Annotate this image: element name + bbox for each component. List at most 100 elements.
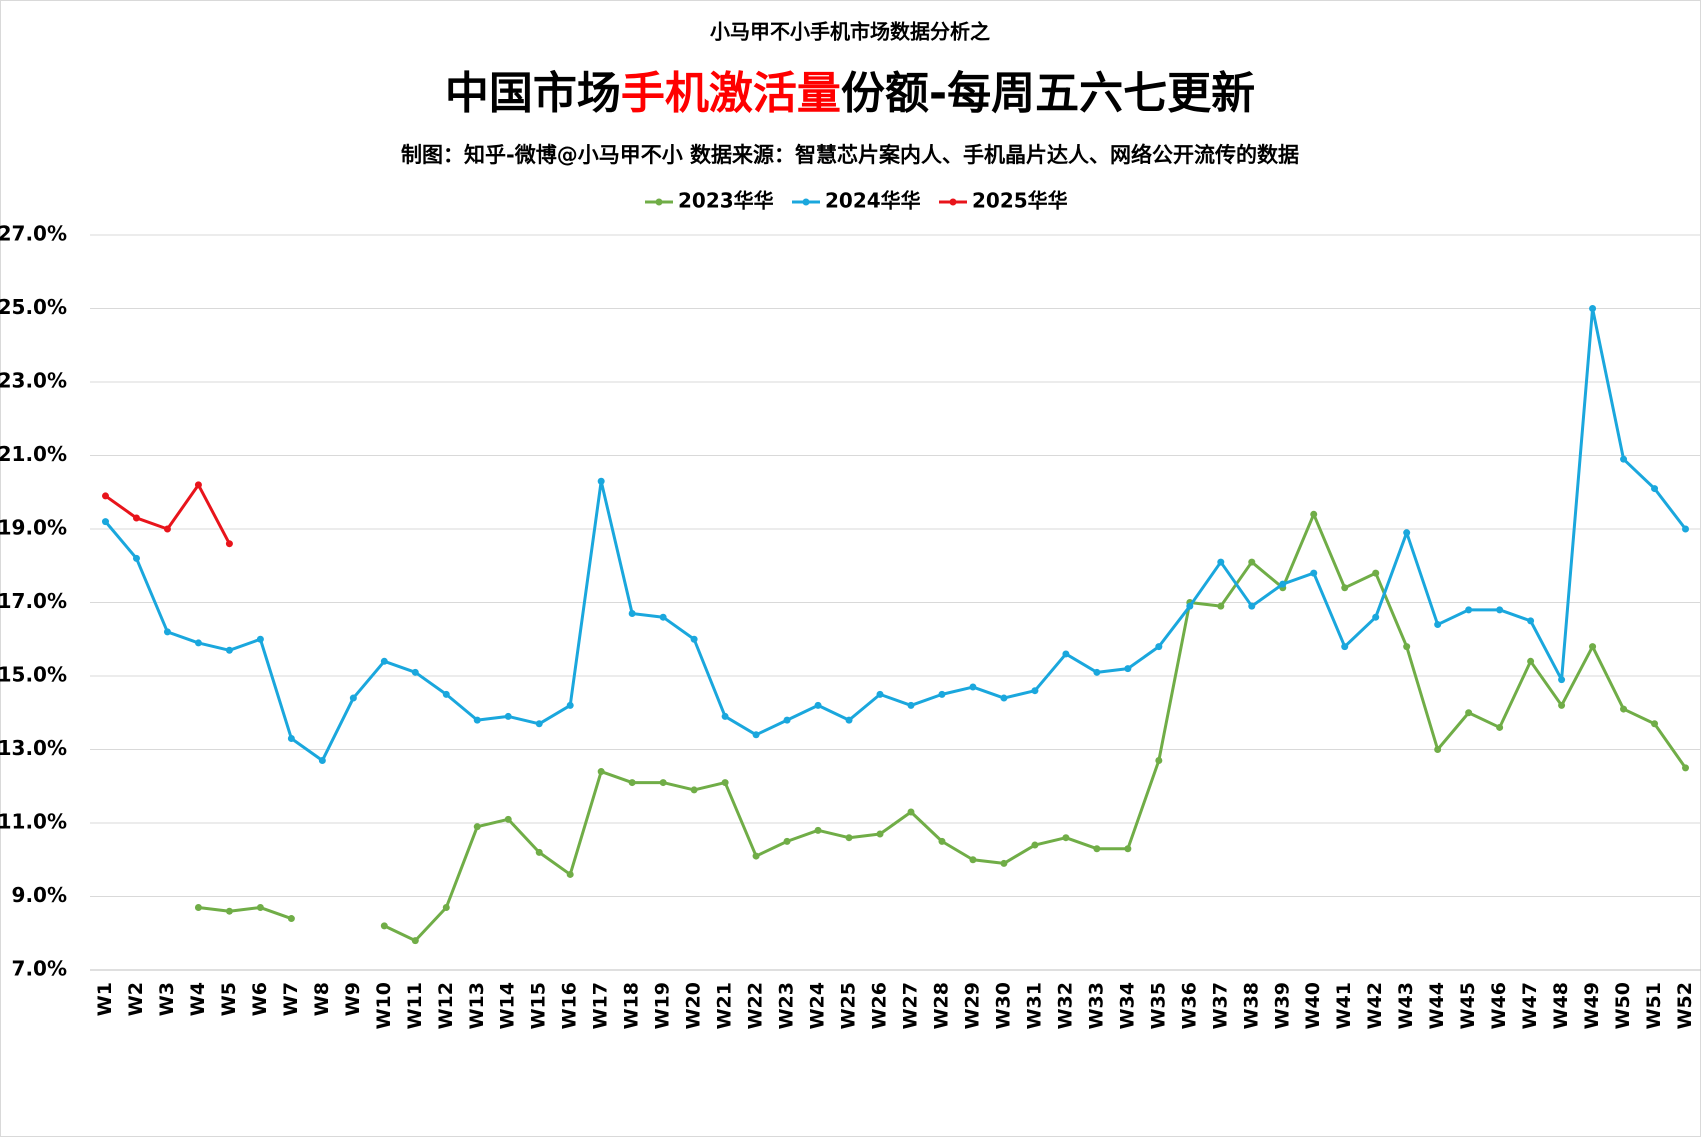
x-tick-label: W20 — [683, 982, 705, 1029]
x-tick-label: W46 — [1488, 982, 1510, 1029]
data-point — [1000, 859, 1008, 867]
data-point — [814, 701, 822, 709]
data-point — [194, 481, 202, 489]
x-tick-label: W12 — [435, 982, 457, 1029]
y-tick-label: 11.0% — [0, 810, 67, 834]
data-point — [380, 657, 388, 665]
data-point — [659, 779, 667, 787]
data-point — [1031, 687, 1039, 695]
x-tick-label: W36 — [1178, 982, 1200, 1029]
x-tick-label: W33 — [1085, 982, 1107, 1029]
x-tick-label: W39 — [1271, 982, 1293, 1029]
data-point — [1186, 602, 1194, 610]
data-point — [287, 915, 295, 923]
data-point — [814, 826, 822, 834]
data-point — [194, 904, 202, 912]
x-tick-label: W22 — [745, 982, 767, 1029]
y-tick-label: 9.0% — [12, 883, 67, 907]
data-point — [349, 694, 357, 702]
legend-label: 2023华华 — [678, 189, 774, 213]
data-point — [1155, 757, 1163, 765]
x-tick-label: W50 — [1612, 982, 1634, 1029]
data-point — [1031, 841, 1039, 849]
x-tick-label: W18 — [621, 982, 643, 1029]
data-point — [1403, 643, 1411, 651]
chart-subtitle: 制图：知乎-微博@小马甲不小 数据来源：智慧芯片案内人、手机晶片达人、网络公开流… — [401, 143, 1299, 167]
data-point — [1155, 643, 1163, 651]
data-point — [690, 635, 698, 643]
data-point — [1465, 606, 1473, 614]
data-point — [1248, 558, 1256, 566]
x-tick-label: W13 — [466, 982, 488, 1029]
data-point — [1527, 657, 1535, 665]
data-point — [1310, 510, 1318, 518]
data-point — [1062, 650, 1070, 658]
legend-marker — [802, 198, 810, 206]
data-point — [1434, 621, 1442, 629]
x-tick-label: W2 — [125, 982, 147, 1016]
x-tick-label: W48 — [1550, 982, 1572, 1029]
data-point — [566, 701, 574, 709]
x-tick-label: W19 — [652, 982, 674, 1029]
x-tick-label: W28 — [930, 982, 952, 1029]
x-tick-label: W40 — [1302, 982, 1324, 1029]
data-point — [1620, 455, 1628, 463]
x-tick-label: W1 — [94, 982, 116, 1016]
x-tick-label: W27 — [899, 982, 921, 1029]
title-segment: 份额-每周五六七更新 — [841, 68, 1255, 119]
title-segment: 中国市场 — [445, 68, 621, 119]
x-tick-label: W16 — [559, 982, 581, 1029]
data-point — [225, 540, 233, 548]
data-point — [876, 830, 884, 838]
data-point — [1527, 617, 1535, 625]
data-point — [1341, 584, 1349, 592]
data-point — [1248, 602, 1256, 610]
data-point — [1341, 643, 1349, 651]
data-point — [473, 716, 481, 724]
x-tick-label: W11 — [404, 982, 426, 1029]
data-point — [1124, 665, 1132, 673]
data-point — [721, 712, 729, 720]
x-tick-label: W31 — [1023, 982, 1045, 1029]
x-tick-label: W21 — [714, 982, 736, 1029]
data-point — [1000, 694, 1008, 702]
data-point — [566, 870, 574, 878]
data-point — [535, 848, 543, 856]
data-point — [783, 716, 791, 724]
data-point — [256, 904, 264, 912]
data-point — [132, 554, 140, 562]
data-point — [783, 837, 791, 845]
x-tick-label: W51 — [1643, 982, 1665, 1029]
data-point — [752, 731, 760, 739]
data-point — [1124, 845, 1132, 853]
y-tick-label: 13.0% — [0, 736, 67, 760]
x-tick-label: W34 — [1116, 982, 1138, 1029]
series-line — [104, 307, 1687, 763]
data-point — [1589, 305, 1597, 312]
x-tick-label: W45 — [1457, 982, 1479, 1029]
data-point — [1496, 723, 1504, 731]
x-tick-label: W10 — [373, 982, 395, 1029]
data-point — [1279, 580, 1287, 588]
data-point — [318, 757, 326, 765]
y-tick-label: 7.0% — [12, 957, 67, 981]
x-tick-label: W4 — [187, 982, 209, 1016]
data-point — [969, 683, 977, 691]
y-tick-label: 21.0% — [0, 442, 67, 466]
x-tick-label: W3 — [156, 982, 178, 1016]
x-tick-label: W41 — [1333, 982, 1355, 1029]
data-point — [659, 613, 667, 621]
data-point — [380, 922, 388, 930]
data-point — [225, 646, 233, 654]
x-tick-label: W8 — [311, 982, 333, 1016]
x-tick-label: W37 — [1209, 982, 1231, 1029]
y-tick-label: 23.0% — [0, 369, 67, 393]
data-point — [163, 628, 171, 636]
data-point — [1682, 525, 1690, 533]
data-point — [101, 492, 109, 500]
x-tick-label: W47 — [1519, 982, 1541, 1029]
data-point — [411, 668, 419, 676]
x-tick-label: W23 — [776, 982, 798, 1029]
y-tick-label: 15.0% — [0, 663, 67, 687]
